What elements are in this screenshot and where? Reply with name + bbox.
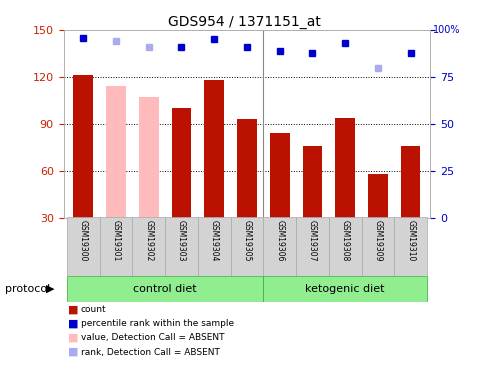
Text: ■: ■ <box>68 319 79 328</box>
Bar <box>400 146 420 218</box>
Text: GSM19304: GSM19304 <box>209 220 218 262</box>
Text: control diet: control diet <box>133 284 197 294</box>
Text: GSM19302: GSM19302 <box>144 220 153 262</box>
Text: count: count <box>81 305 106 314</box>
Bar <box>198 217 230 276</box>
Bar <box>106 86 125 218</box>
Bar <box>67 217 100 276</box>
Text: GSM19310: GSM19310 <box>406 220 414 262</box>
Bar <box>361 217 393 276</box>
Bar <box>237 119 256 218</box>
Bar <box>263 217 295 276</box>
Bar <box>367 174 387 217</box>
Bar <box>171 108 191 218</box>
Text: GSM19307: GSM19307 <box>307 220 316 262</box>
Text: ■: ■ <box>68 333 79 343</box>
Bar <box>73 75 93 217</box>
Text: percentile rank within the sample: percentile rank within the sample <box>81 319 233 328</box>
Text: GDS954 / 1371151_at: GDS954 / 1371151_at <box>168 15 320 29</box>
Bar <box>132 217 165 276</box>
Text: GSM19306: GSM19306 <box>275 220 284 262</box>
Bar <box>269 133 289 218</box>
Bar <box>139 97 158 218</box>
Text: value, Detection Call = ABSENT: value, Detection Call = ABSENT <box>81 333 224 342</box>
Text: protocol: protocol <box>5 284 50 294</box>
Text: ■: ■ <box>68 347 79 357</box>
Text: GSM19305: GSM19305 <box>242 220 251 262</box>
Text: GSM19308: GSM19308 <box>340 220 349 262</box>
Text: rank, Detection Call = ABSENT: rank, Detection Call = ABSENT <box>81 348 219 357</box>
Bar <box>335 117 354 218</box>
Text: GSM19303: GSM19303 <box>177 220 185 262</box>
Bar <box>393 217 426 276</box>
Bar <box>67 276 263 302</box>
Bar <box>263 276 426 302</box>
Bar <box>165 217 198 276</box>
Bar <box>230 217 263 276</box>
Bar <box>295 217 328 276</box>
Bar <box>100 217 132 276</box>
Bar <box>302 146 322 218</box>
Text: GSM19301: GSM19301 <box>111 220 120 262</box>
Text: ketogenic diet: ketogenic diet <box>305 284 384 294</box>
Bar <box>328 217 361 276</box>
Text: 100%: 100% <box>432 25 459 35</box>
Text: ■: ■ <box>68 304 79 314</box>
Bar <box>204 80 224 218</box>
Text: ▶: ▶ <box>46 284 55 294</box>
Text: GSM19309: GSM19309 <box>373 220 382 262</box>
Text: GSM19300: GSM19300 <box>79 220 87 262</box>
